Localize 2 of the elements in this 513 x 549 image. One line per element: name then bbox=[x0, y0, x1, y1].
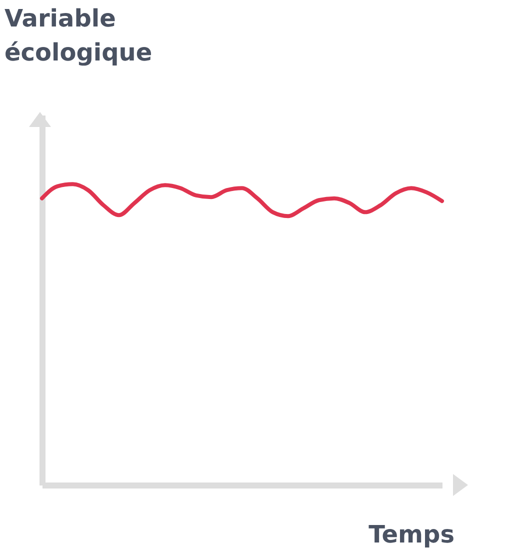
y-axis-title: Variable écologique bbox=[4, 4, 152, 66]
x-axis-title: Temps bbox=[368, 520, 454, 548]
